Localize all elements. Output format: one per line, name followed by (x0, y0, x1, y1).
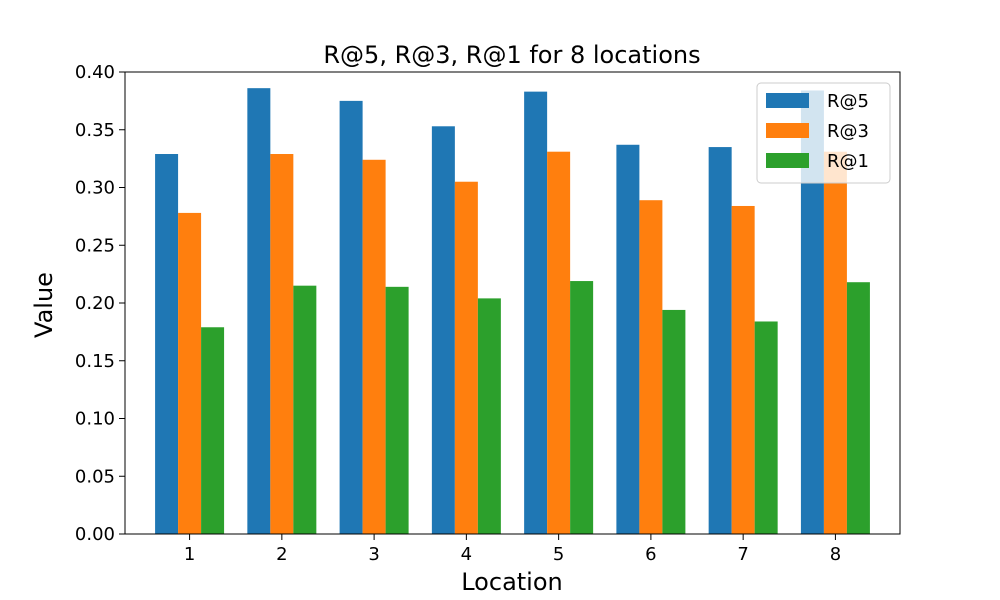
x-tick-label: 7 (737, 544, 748, 565)
bar-R@3-location-2 (270, 154, 294, 534)
y-axis: 0.00 0.05 0.10 0.15 0.20 0.25 0.30 0.35 0.40 (75, 62, 125, 545)
y-axis-label: Value (30, 272, 58, 338)
x-axis-label: Location (461, 568, 563, 596)
bar-R@3-location-7 (731, 205, 755, 535)
y-tick-label: 0.20 (75, 293, 115, 314)
bar-R@3-location-4 (454, 181, 478, 534)
x-tick-label: 2 (276, 544, 287, 565)
legend-label-R@1: R@1 (827, 151, 869, 172)
legend-label-R@5: R@5 (827, 91, 869, 112)
y-tick-label: 0.00 (75, 524, 115, 545)
bar-R@1-location-3 (385, 286, 409, 534)
x-tick-label: 4 (461, 544, 472, 565)
x-tick-label: 1 (184, 544, 195, 565)
bar-R@3-location-6 (639, 200, 663, 534)
bar-R@3-location-8 (823, 151, 847, 534)
bar-R@1-location-7 (754, 321, 778, 534)
bar-R@3-location-5 (547, 151, 571, 534)
bar-R@3-location-1 (178, 212, 202, 534)
legend-swatch-R@3 (766, 123, 809, 138)
y-tick-label: 0.05 (75, 466, 115, 487)
bar-R@1-location-4 (477, 298, 501, 534)
y-tick-label: 0.40 (75, 62, 115, 83)
x-tick-label: 3 (368, 544, 379, 565)
x-axis: 1 2 3 4 5 6 7 8 (184, 534, 841, 565)
bar-R@3-location-3 (362, 159, 386, 534)
y-tick-label: 0.25 (75, 235, 115, 256)
bar-R@5-location-8 (800, 90, 824, 534)
y-tick-label: 0.35 (75, 120, 115, 141)
x-tick-label: 6 (645, 544, 656, 565)
legend: R@5 R@3 R@1 (756, 82, 891, 184)
bar-R@1-location-2 (293, 285, 317, 534)
y-tick-label: 0.15 (75, 351, 115, 372)
bar-R@1-location-6 (662, 309, 686, 534)
x-tick-label: 5 (553, 544, 564, 565)
bar-R@5-location-5 (524, 91, 548, 534)
bar-R@5-location-7 (708, 147, 732, 534)
legend-swatch-R@1 (766, 153, 809, 168)
chart-title: R@5, R@3, R@1 for 8 locations (323, 41, 700, 69)
legend-swatch-R@5 (766, 93, 809, 108)
bar-R@5-location-4 (431, 126, 455, 534)
bar-R@1-location-8 (846, 282, 870, 534)
x-tick-label: 8 (830, 544, 841, 565)
plot-frame (124, 71, 901, 535)
bar-R@5-location-2 (247, 88, 271, 535)
bar-R@1-location-1 (201, 327, 225, 534)
bars-group (155, 88, 870, 535)
bar-R@5-location-6 (616, 144, 640, 534)
bar-R@5-location-3 (339, 100, 363, 534)
y-tick-label: 0.10 (75, 409, 115, 430)
bar-R@5-location-1 (155, 154, 179, 534)
y-tick-label: 0.30 (75, 178, 115, 199)
bar-R@1-location-5 (570, 281, 594, 534)
legend-label-R@3: R@3 (827, 121, 869, 142)
